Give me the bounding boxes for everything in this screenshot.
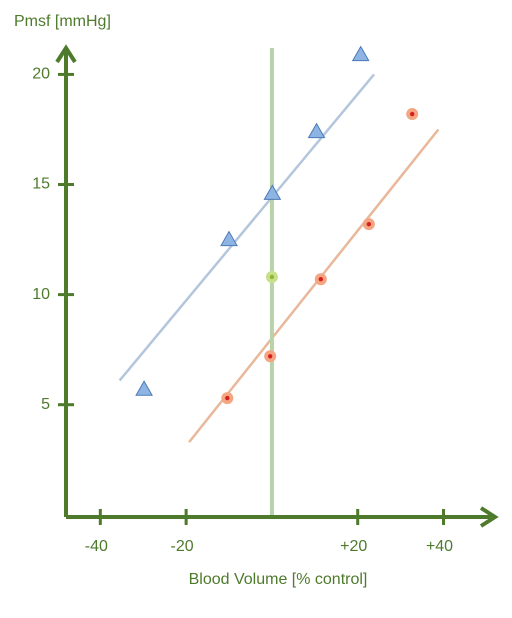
x-tick-label: +40 xyxy=(426,538,453,555)
x-axis-label: Blood Volume [% control] xyxy=(189,571,368,588)
y-axis-label: Pmsf [mmHg] xyxy=(14,13,111,30)
triangle-point xyxy=(263,184,282,200)
trend-line xyxy=(118,73,375,382)
triangle-point xyxy=(220,230,238,247)
trend-line xyxy=(188,128,440,443)
x-axis-arrow xyxy=(479,506,499,528)
triangle-point xyxy=(351,45,370,62)
x-tick-label: -20 xyxy=(171,538,194,555)
circle-point-center xyxy=(410,111,415,117)
y-axis-arrow xyxy=(55,44,77,64)
triangle-point xyxy=(307,122,326,139)
circle-point-center xyxy=(268,354,273,359)
x-tick-label: +20 xyxy=(340,538,367,555)
y-tick-label: 20 xyxy=(32,66,50,83)
x-tick-label: -40 xyxy=(85,538,108,555)
circle-point-center xyxy=(318,276,324,282)
circle-point-center xyxy=(269,274,275,280)
circle-point-center xyxy=(225,395,230,401)
y-tick-label: 5 xyxy=(41,396,50,413)
y-tick-label: 15 xyxy=(32,176,50,193)
y-tick-label: 10 xyxy=(32,286,50,303)
triangle-point xyxy=(135,380,153,396)
circle-point-center xyxy=(366,221,372,227)
